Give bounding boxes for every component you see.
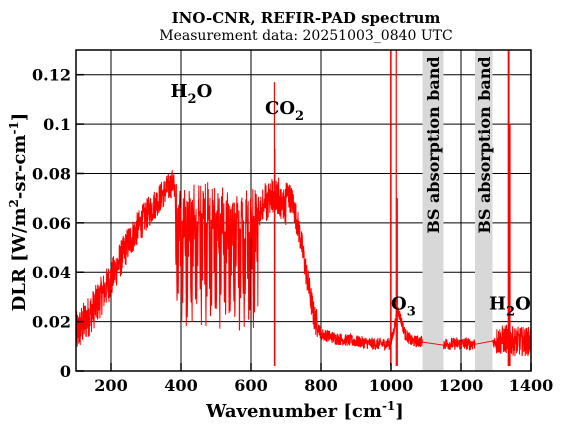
spectral-spikes xyxy=(273,50,511,367)
x-axis-label: Wavenumber [cm-1] xyxy=(205,399,404,422)
x-tick-label-2: 600 xyxy=(234,376,267,395)
x-tick-label-0: 200 xyxy=(94,376,127,395)
band-rect-0 xyxy=(422,50,444,371)
axis-ticks: 0 0.02 0.04 0.06 0.08 0.1 0.12 200 400 600 800 1000… xyxy=(32,66,553,395)
x-tick-label-3: 800 xyxy=(304,376,337,395)
x-tick-label-1: 400 xyxy=(164,376,197,395)
band-rect-1 xyxy=(475,50,493,371)
x-tick-label-6: 1400 xyxy=(509,376,554,395)
plot-frame xyxy=(75,49,532,372)
y-tick-label-0: 0 xyxy=(60,362,71,381)
chart-title: INO-CNR, REFIR-PAD spectrum xyxy=(172,9,441,27)
y-tick-label-2: 0.04 xyxy=(32,263,71,282)
band-labels: BS absorption band BS absorption band xyxy=(424,56,494,233)
y-tick-label-3: 0.06 xyxy=(32,214,71,233)
y-tick-label-4: 0.08 xyxy=(32,164,71,183)
annotation-2: O3 xyxy=(391,293,416,319)
y-tick-label-5: 0.1 xyxy=(43,115,71,134)
x-tick-label-4: 1000 xyxy=(369,376,414,395)
band-label-1: BS absorption band xyxy=(475,56,494,233)
absorption-bands xyxy=(422,50,493,371)
molecule-annotations: H2O CO2 O3 H2O xyxy=(171,81,531,319)
spectrum-series-line xyxy=(76,170,531,357)
x-tick-label-5: 1200 xyxy=(439,376,484,395)
y-axis-label: DLR [W/m2-sr-cm-1] xyxy=(7,113,30,312)
annotation-0: H2O xyxy=(171,81,213,107)
chart-subtitle: Measurement data: 20251003_0840 UTC xyxy=(159,28,452,44)
band-label-0: BS absorption band xyxy=(424,56,443,233)
y-tick-label-1: 0.02 xyxy=(32,313,71,332)
y-tick-label-6: 0.12 xyxy=(32,66,71,85)
annotation-3: H2O xyxy=(489,293,531,319)
annotation-1: CO2 xyxy=(265,98,304,124)
